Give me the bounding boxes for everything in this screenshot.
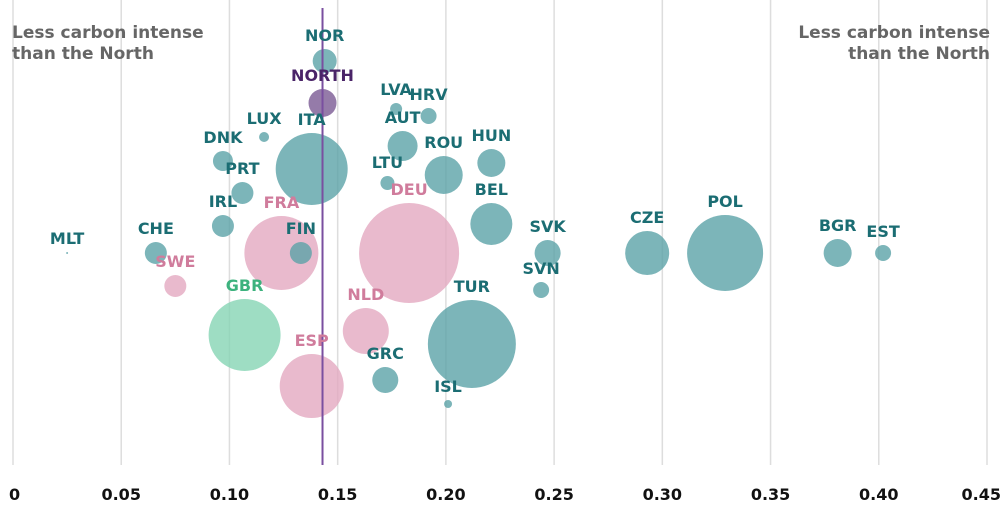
bubble-label: ITA [298,110,327,129]
bubble [259,132,270,142]
x-tick-label: 0.15 [318,485,357,504]
bubble-label: LVA [380,80,412,99]
bubble [372,367,399,393]
bubble-label: POL [707,192,743,211]
bubble [470,203,513,245]
bubble-label: GRC [367,344,404,363]
x-tick-label: 0.20 [426,485,465,504]
bubble [289,242,312,264]
bubble [231,182,254,204]
bubble-label: TUR [454,277,490,296]
bubble-label: ISL [434,377,462,396]
bubble [687,215,764,291]
bubble [144,242,167,264]
bubble [212,151,233,171]
bubble-label: NLD [347,285,384,304]
bubble [275,133,348,205]
bubble-label: FRA [264,193,300,212]
bubble-label: BGR [819,216,857,235]
bubble-label: CZE [630,208,664,227]
bubble [312,49,337,73]
bubble-label: HUN [471,126,511,145]
bubble [359,203,460,303]
x-tick-label: 0.45 [962,485,1001,504]
bubble-label: AUT [385,108,421,127]
bubble-label: BEL [475,180,508,199]
bubble [211,215,234,237]
x-tick-label: 0.40 [859,485,898,504]
x-tick-label: 0.35 [751,485,790,504]
bubble-label: ROU [424,133,463,152]
bubble [534,240,561,266]
bubble-label: LTU [372,153,403,172]
x-tick-label: 0 [9,485,20,504]
bubble-label: EST [866,222,899,241]
bubble-label: GBR [226,276,264,295]
bubble [420,108,437,124]
bubbles [66,49,892,418]
annotation: Less carbon intense than the North [798,23,990,64]
bubble [533,282,550,298]
bubble [244,216,319,290]
bubble [390,103,403,115]
bubble [164,275,187,297]
bubble-label: FIN [286,219,316,238]
bubble [424,156,463,194]
bubble-label: LUX [247,109,283,128]
bubble-label: DEU [390,180,427,199]
bubble-label: NORTH [291,66,354,85]
x-tick-label: 0.05 [101,485,140,504]
bubble-label: CHE [138,219,174,238]
bubble [823,239,852,267]
bubble-label: SVN [522,259,559,278]
bubble-label: DNK [203,128,243,147]
bubble [342,308,389,354]
bubble-label: MLT [50,229,84,248]
bubble [387,131,418,161]
annotation: Less carbon intense than the North [12,23,204,64]
bubble [477,149,506,177]
bubble-label: ESP [295,331,329,350]
bubble [444,400,453,408]
bubble-label: HRV [410,85,449,104]
bubble [625,231,670,275]
x-tick-label: 0.30 [643,485,682,504]
bubble [208,299,281,371]
x-tick-label: 0.10 [210,485,249,504]
bubble-label: PRT [225,159,259,178]
bubble-label: IRL [209,192,237,211]
bubble [875,245,892,261]
bubble [380,176,395,190]
x-tick-label: 0.25 [534,485,573,504]
bubble-label: NOR [305,26,344,45]
bubble [427,300,516,388]
bubble-label: SWE [155,252,195,271]
bubble [279,354,344,418]
bubble-label: SVK [529,217,566,236]
bubble [66,252,69,254]
